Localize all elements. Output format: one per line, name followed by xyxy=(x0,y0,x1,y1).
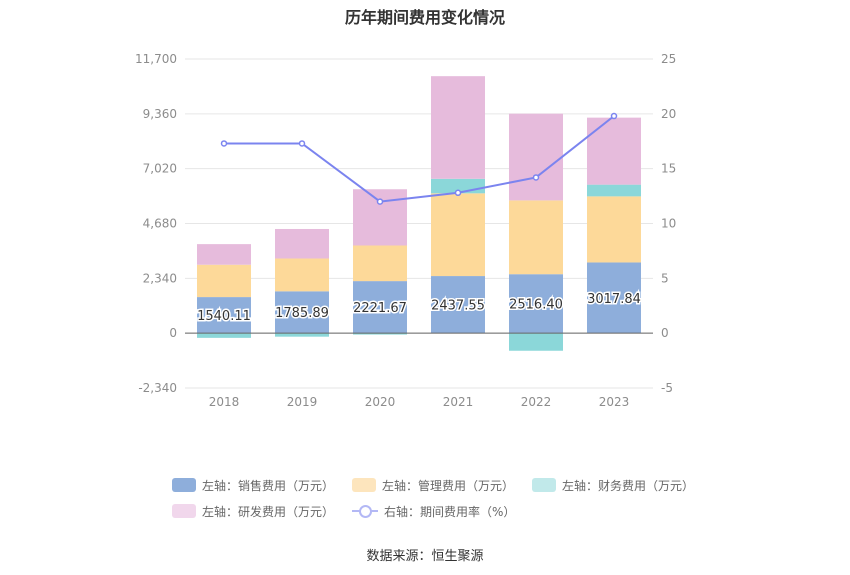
legend-swatch-expense-ratio xyxy=(352,504,379,518)
legend-item-sales[interactable]: 左轴：销售费用（万元） xyxy=(172,477,334,494)
legend-label-expense-ratio: 右轴：期间费用率（%） xyxy=(384,504,516,519)
left-axis-tick-label: 11,700 xyxy=(135,52,177,66)
bar-segment xyxy=(509,200,563,275)
bar-segment xyxy=(587,262,641,334)
x-axis-tick-label: 2018 xyxy=(209,395,240,409)
legend-swatch-finance xyxy=(532,478,557,492)
legend-item-expense-ratio[interactable]: 右轴：期间费用率（%） xyxy=(352,503,515,520)
data-source: 数据来源：恒生聚源 xyxy=(366,549,484,564)
bar-data-label: 1540.11 xyxy=(197,309,251,324)
bar-segment xyxy=(353,245,407,282)
bar-segment xyxy=(275,258,329,292)
expense-ratio-point xyxy=(220,140,228,147)
left-axis-tick-label: -2,340 xyxy=(138,381,177,395)
x-axis-tick-label: 2023 xyxy=(599,395,630,409)
legend-item-admin[interactable]: 左轴：管理费用（万元） xyxy=(352,477,514,494)
legend-swatch-sales xyxy=(172,478,196,492)
legend-swatch-admin xyxy=(352,478,377,492)
expense-ratio-point xyxy=(532,174,540,181)
bar-segment xyxy=(353,333,407,335)
x-axis-tick-label: 2022 xyxy=(521,395,552,409)
legend-item-finance[interactable]: 左轴：财务费用（万元） xyxy=(532,477,694,494)
left-axis-tick-label: 4,680 xyxy=(143,217,177,231)
bar-segment xyxy=(587,196,641,263)
right-axis-tick-label: 5 xyxy=(661,271,669,285)
chart-plot: -2,340 -5 0 0 2,340 5 4,680 10 7,020 15 9,360 20 11,… xyxy=(135,52,676,409)
legend-label-sales: 左轴：销售费用（万元） xyxy=(202,478,335,493)
bar-segment xyxy=(275,228,329,259)
chart-title: 历年期间费用变化情况 xyxy=(344,8,505,27)
legend-item-rnd[interactable]: 左轴：研发费用（万元） xyxy=(172,503,334,520)
left-axis-tick-label: 0 xyxy=(169,326,177,340)
right-axis-tick-label: 20 xyxy=(661,107,676,121)
x-axis-tick-label: 2019 xyxy=(287,395,318,409)
chart-legend: 左轴：销售费用（万元） 左轴：管理费用（万元） 左轴：财务费用（万元） 左轴：研… xyxy=(172,472,694,524)
legend-row-2: 左轴：研发费用（万元） 右轴：期间费用率（%） xyxy=(172,498,692,524)
bar-segment xyxy=(431,193,485,277)
bar-segment xyxy=(197,297,251,334)
bar-data-label: 2221.67 xyxy=(353,301,407,316)
x-axis-tick-label: 2020 xyxy=(365,395,396,409)
bar-segment xyxy=(509,113,563,201)
right-axis-tick-label: 0 xyxy=(661,326,669,340)
expense-ratio-point xyxy=(454,189,462,197)
bar-segment xyxy=(353,281,407,334)
left-axis-tick-label: 7,020 xyxy=(143,162,177,176)
bar-segment xyxy=(197,264,251,298)
legend-label-finance: 左轴：财务费用（万元） xyxy=(562,478,695,493)
bar-segment xyxy=(275,291,329,334)
right-axis-tick-label: 25 xyxy=(661,52,676,66)
legend-row-1: 左轴：销售费用（万元） 左轴：管理费用（万元） 左轴：财务费用（万元） xyxy=(172,472,694,498)
legend-label-rnd: 左轴：研发费用（万元） xyxy=(202,504,335,519)
bar-data-label: 3017.84 xyxy=(587,292,641,307)
bar-segment xyxy=(353,189,407,246)
expense-ratio-point xyxy=(376,198,384,205)
legend-swatch-rnd xyxy=(172,504,196,518)
legend-label-admin: 左轴：管理费用（万元） xyxy=(382,478,515,493)
bar-data-label: 2437.55 xyxy=(431,299,485,314)
bar-segment xyxy=(431,76,485,179)
left-axis-tick-label: 2,340 xyxy=(143,271,177,285)
left-axis-tick-label: 9,360 xyxy=(143,107,177,121)
right-axis-tick-label: -5 xyxy=(661,381,673,395)
bar-segment xyxy=(275,333,329,337)
bar-segment xyxy=(587,117,641,185)
bar-segment xyxy=(197,333,251,338)
expense-ratio-point xyxy=(298,140,306,147)
right-axis-tick-label: 15 xyxy=(661,162,676,176)
bar-segment xyxy=(509,274,563,334)
bar-data-label: 1785.89 xyxy=(275,306,329,321)
expense-ratio-line xyxy=(224,115,615,203)
bar-segment xyxy=(431,276,485,334)
x-axis-tick-label: 2021 xyxy=(443,395,474,409)
expense-ratio-point xyxy=(610,112,618,120)
bar-segment xyxy=(197,244,251,265)
bar-segment xyxy=(587,184,641,197)
bar-segment xyxy=(509,333,563,351)
bar-data-label: 2516.40 xyxy=(509,298,563,313)
right-axis-tick-label: 10 xyxy=(661,217,676,231)
